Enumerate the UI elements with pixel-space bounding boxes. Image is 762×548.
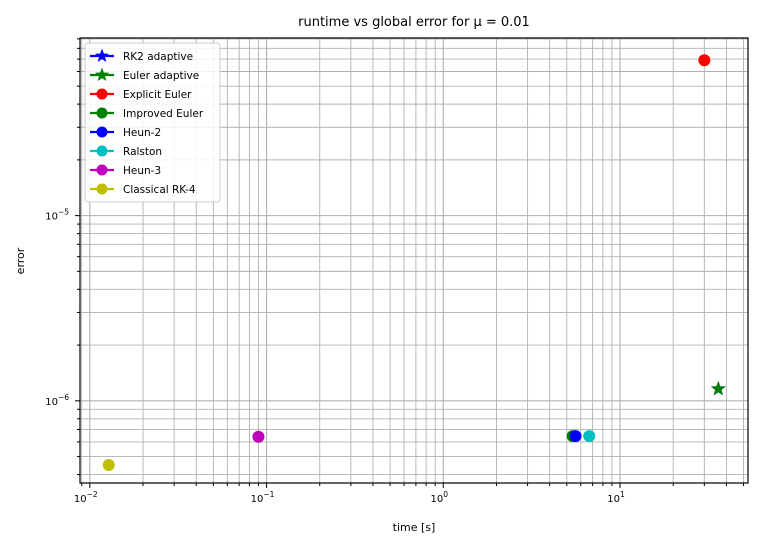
legend-marker <box>95 67 109 81</box>
data-point <box>569 430 582 443</box>
legend-box <box>84 42 221 203</box>
legend-item: Ralston <box>90 145 162 158</box>
legend-item: Heun-2 <box>90 126 161 139</box>
data-point <box>710 381 726 396</box>
x-tick-label: 100 <box>431 490 449 505</box>
legend-marker <box>96 126 108 138</box>
chart-title: runtime vs global error for μ = 0.01 <box>298 15 530 30</box>
x-tick-label: 10−1 <box>251 490 275 505</box>
legend-item: Heun-3 <box>90 164 161 177</box>
axis-ticks: 10−2 10−1 100 101 10−6 10−5 <box>45 38 745 505</box>
y-tick-label: 10−5 <box>45 208 69 223</box>
data-point <box>583 430 596 443</box>
x-tick-label: 10−2 <box>74 490 98 505</box>
legend-label: Explicit Euler <box>123 89 192 101</box>
legend-label: Ralston <box>123 146 162 158</box>
data-points <box>102 54 726 472</box>
legend-marker <box>95 48 109 62</box>
y-axis-label: error <box>14 247 27 274</box>
legend-label: Heun-3 <box>123 165 161 177</box>
legend-label: Heun-2 <box>123 127 161 139</box>
data-point <box>102 459 115 472</box>
x-tick-label: 101 <box>607 490 625 505</box>
legend-marker <box>96 107 108 119</box>
legend-item: RK2 adaptive <box>90 48 193 63</box>
legend-marker <box>96 145 108 157</box>
legend-marker <box>96 164 108 176</box>
plot-frame <box>79 37 749 484</box>
x-axis-label: time [s] <box>393 521 436 534</box>
y-tick-label: 10−6 <box>45 393 69 408</box>
legend-marker <box>96 88 108 100</box>
legend-label: Euler adaptive <box>123 70 199 82</box>
legend-label: Classical RK-4 <box>123 184 196 196</box>
legend-marker <box>96 183 108 195</box>
legend-item: Euler adaptive <box>90 67 199 82</box>
legend-item: Improved Euler <box>90 107 204 120</box>
data-point <box>698 54 711 67</box>
legend-item: Classical RK-4 <box>90 183 196 196</box>
data-point <box>252 430 265 443</box>
legend-label: RK2 adaptive <box>123 51 193 63</box>
legend: RK2 adaptive Euler adaptive Explicit Euler… <box>84 42 221 203</box>
legend-item: Explicit Euler <box>90 88 192 101</box>
legend-label: Improved Euler <box>123 108 204 120</box>
